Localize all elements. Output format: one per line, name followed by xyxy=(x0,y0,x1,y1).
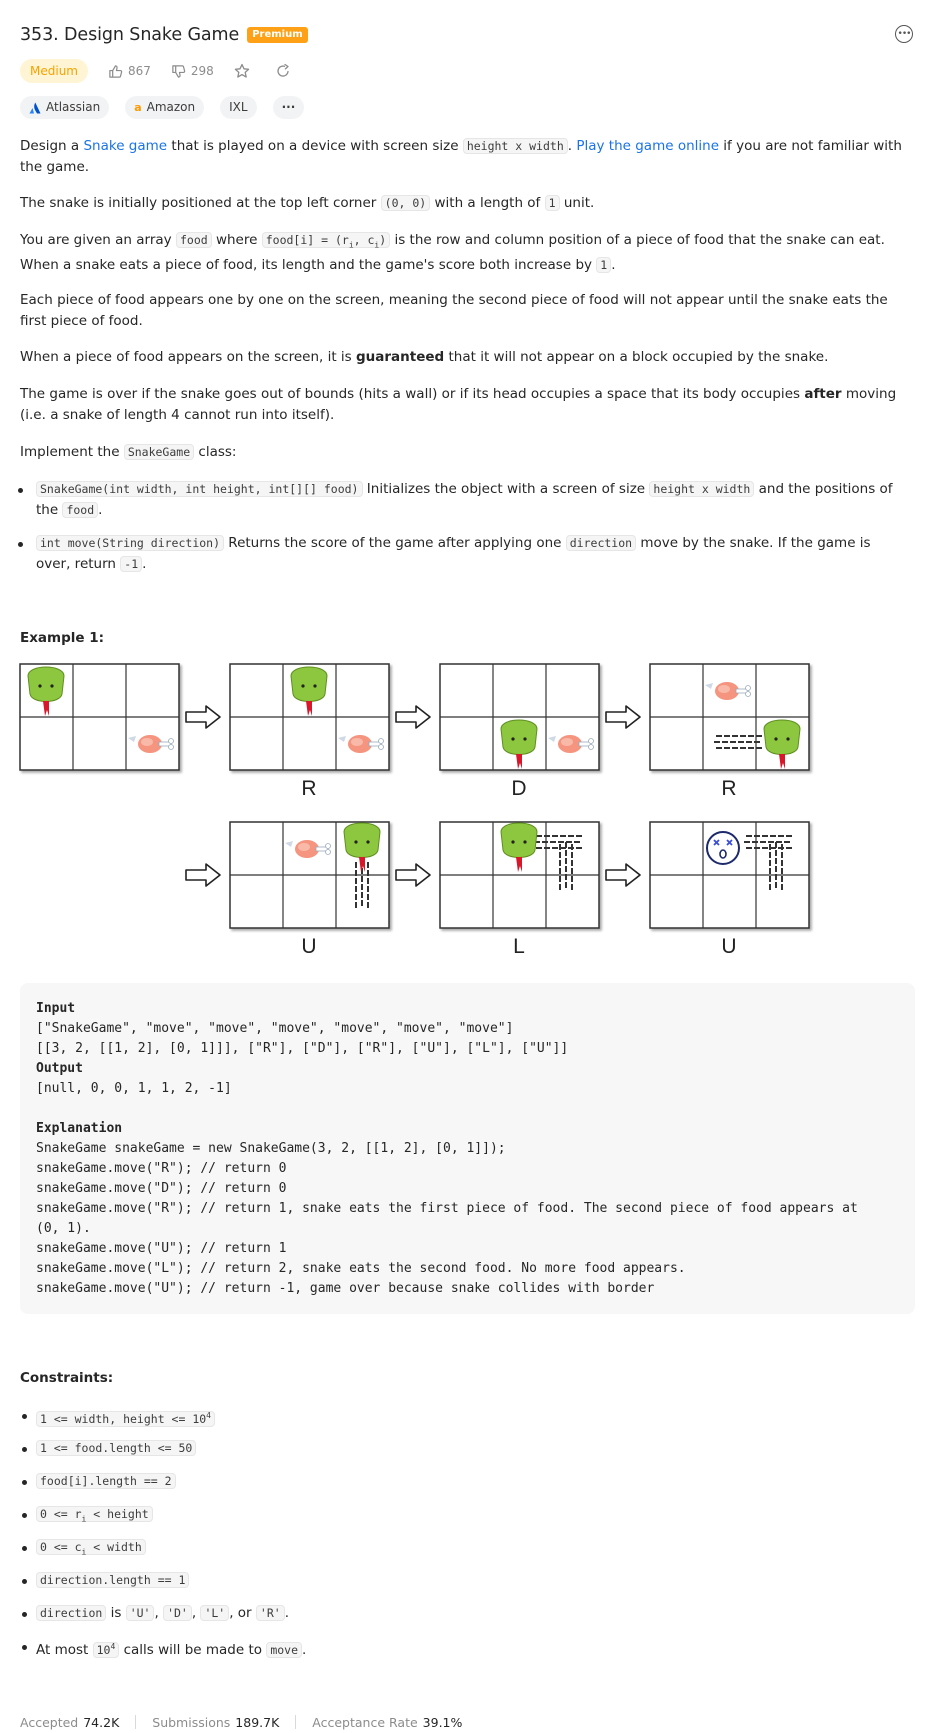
move-label-6: U xyxy=(721,935,736,958)
tag-ixl[interactable]: IXL xyxy=(220,96,257,119)
share-icon xyxy=(277,63,289,77)
desc-paragraph-4: Each piece of food appears one by one on… xyxy=(20,292,888,329)
favorite-button[interactable] xyxy=(234,63,255,79)
constraint-6: direction.length == 1 xyxy=(20,1570,915,1591)
constraint-2: 1 <= food.length <= 50 xyxy=(20,1438,915,1459)
example-illustration: R D R U L xyxy=(18,662,818,958)
board-step-d xyxy=(440,664,599,770)
company-tags: Atlassian a Amazon IXL ··· xyxy=(20,96,320,119)
example-heading: Example 1: xyxy=(20,630,105,646)
meta-row: Medium 867 298 xyxy=(20,59,296,83)
constraint-7: direction is 'U', 'D', 'L', or 'R'. xyxy=(20,1603,915,1624)
acceptance-rate-value: 39.1% xyxy=(422,1715,463,1730)
method-list: SnakeGame(int width, int height, int[][]… xyxy=(18,479,900,521)
desc-paragraph-7: Implement the SnakeGame class: xyxy=(20,444,237,460)
difficulty-badge: Medium xyxy=(20,59,88,83)
desc-paragraph-2: The snake is initially positioned at the… xyxy=(20,195,595,211)
desc-paragraph-3: You are given an array food where food[i… xyxy=(20,232,885,274)
dislike-count: 298 xyxy=(190,63,214,78)
like-count: 867 xyxy=(127,63,151,78)
arrow-4 xyxy=(185,863,221,887)
board-step-l xyxy=(440,822,599,928)
arrow-6 xyxy=(605,863,641,887)
method-item-constructor: SnakeGame(int width, int height, int[][]… xyxy=(36,481,893,518)
title-row: 353. Design Snake Game Premium ••• xyxy=(20,22,913,48)
move-label-3: R xyxy=(721,777,736,800)
dead-snake-icon xyxy=(706,831,740,865)
constraint-8: At most 104 calls will be made to move. xyxy=(20,1636,915,1661)
method-list-2: int move(String direction) Returns the s… xyxy=(18,533,900,575)
star-icon xyxy=(234,63,250,78)
desc-paragraph-6: The game is over if the snake goes out o… xyxy=(20,386,897,423)
accepted-value: 74.2K xyxy=(83,1715,120,1730)
board-step-0 xyxy=(20,664,179,770)
constraint-4: 0 <= ri < height xyxy=(20,1504,915,1529)
thumb-down-icon xyxy=(172,64,186,78)
constraint-3: food[i].length == 2 xyxy=(20,1471,915,1492)
constraints-heading: Constraints: xyxy=(20,1370,114,1386)
submissions-label: Submissions xyxy=(152,1715,231,1730)
atlassian-logo-icon xyxy=(29,102,41,113)
arrow-5 xyxy=(395,863,431,887)
desc-paragraph-1: Design a Snake game that is played on a … xyxy=(20,138,902,175)
constraint-1: 1 <= width, height <= 104 xyxy=(20,1405,915,1430)
more-tags-button[interactable]: ··· xyxy=(272,96,305,119)
food-formula: food[i] = (ri, ci) xyxy=(261,232,391,249)
play-online-link[interactable]: Play the game online xyxy=(576,138,720,154)
thumb-up-icon xyxy=(109,64,123,78)
like-button[interactable]: 867 xyxy=(108,61,151,82)
stats-bar: Accepted 74.2K Submissions 189.7K Accept… xyxy=(20,1712,462,1733)
arrow-1 xyxy=(185,705,221,729)
acceptance-rate-label: Acceptance Rate xyxy=(312,1715,418,1730)
amazon-logo-icon: a xyxy=(134,101,142,114)
arrow-3 xyxy=(605,705,641,729)
move-label-5: L xyxy=(513,935,525,958)
constraint-5: 0 <= ci < width xyxy=(20,1537,915,1562)
snake-game-link[interactable]: Snake game xyxy=(83,138,168,154)
dislike-button[interactable]: 298 xyxy=(171,61,214,82)
submissions-value: 189.7K xyxy=(235,1715,280,1730)
problem-title[interactable]: 353. Design Snake Game xyxy=(20,24,240,45)
tag-amazon[interactable]: a Amazon xyxy=(125,96,205,119)
ellipsis-icon: ··· xyxy=(281,100,296,114)
board-step-r2 xyxy=(650,664,809,770)
more-options-icon[interactable]: ••• xyxy=(895,25,913,43)
board-step-u2 xyxy=(650,822,809,928)
move-label-4: U xyxy=(301,935,316,958)
accepted-label: Accepted xyxy=(20,1715,79,1730)
example-code-block: Input ["SnakeGame", "move", "move", "mov… xyxy=(20,983,915,1314)
board-step-r xyxy=(230,664,389,770)
board-step-u xyxy=(230,822,389,928)
tag-atlassian[interactable]: Atlassian xyxy=(20,96,110,119)
desc-paragraph-5: When a piece of food appears on the scre… xyxy=(20,349,829,365)
arrow-2 xyxy=(395,705,431,729)
premium-badge: Premium xyxy=(247,27,308,43)
share-button[interactable] xyxy=(275,63,296,79)
move-label-2: D xyxy=(511,777,526,800)
method-item-move: int move(String direction) Returns the s… xyxy=(36,535,871,572)
move-label-1: R xyxy=(301,777,316,800)
